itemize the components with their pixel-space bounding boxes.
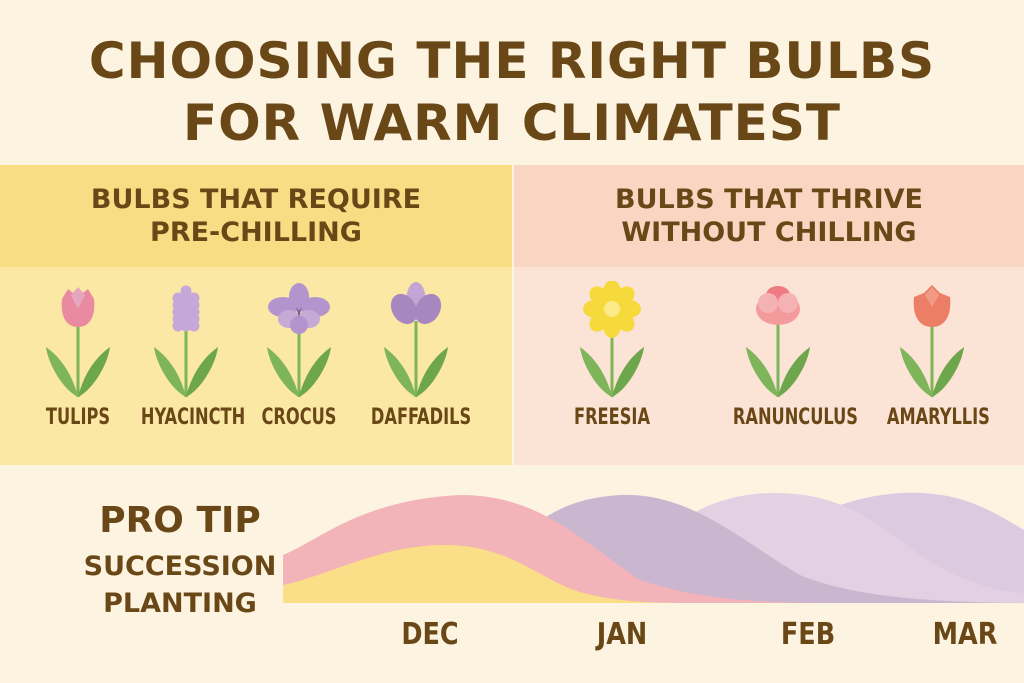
tulip-icon — [23, 281, 133, 401]
month-dec: DEC — [401, 617, 459, 652]
no-chilling-heading: BULBS THAT THRIVE WITHOUT CHILLING — [514, 165, 1024, 267]
flower-item: DAFFADILS — [361, 281, 471, 430]
month-mar: MAR — [932, 617, 998, 652]
pre-chilling-heading: BULBS THAT REQUIRE PRE-CHILLING — [0, 165, 512, 267]
pro-tip-label: PRO TIP — [99, 500, 261, 541]
pre-chilling-flowers: TULIPS HYACINCTH CROCUS DAFFADILS — [0, 267, 512, 465]
pro-tip-line-2: PLANTING — [103, 588, 257, 619]
heading-line-2: PRE-CHILLING — [150, 217, 362, 248]
flower-label: FREESIA — [573, 405, 651, 430]
flower-label: DAFFADILS — [370, 405, 472, 430]
amaryllis-icon — [877, 281, 987, 401]
flower-item: CROCUS — [244, 281, 354, 430]
flower-item: FREESIA — [557, 281, 667, 430]
flower-item: TULIPS — [23, 281, 133, 430]
ranunculus-icon — [723, 281, 833, 401]
freesia-icon — [557, 281, 667, 401]
title-line-2: FOR WARM CLIMATEST — [183, 94, 841, 152]
page-title: CHOOSING THE RIGHT BULBS FOR WARM CLIMAT… — [0, 30, 1024, 154]
flower-label: AMARYLLIS — [886, 405, 990, 430]
flower-item: AMARYLLIS — [877, 281, 990, 430]
flower-label: HYACINCTH — [140, 405, 246, 430]
daffodil-icon — [361, 281, 471, 401]
no-chilling-panel: BULBS THAT THRIVE WITHOUT CHILLING FREES… — [514, 165, 1024, 465]
flower-label: CROCUS — [261, 405, 337, 430]
heading-line-2: WITHOUT CHILLING — [621, 217, 917, 248]
flower-item: HYACINCTH — [131, 281, 246, 430]
flower-label: TULIPS — [45, 405, 111, 430]
crocus-icon — [244, 281, 354, 401]
wave-1 — [283, 545, 700, 603]
no-chilling-flowers: FREESIA RANUNCULUS AMARYLLIS — [514, 267, 1024, 465]
heading-line-1: BULBS THAT THRIVE — [615, 184, 923, 215]
heading-line-1: BULBS THAT REQUIRE — [90, 184, 422, 215]
pro-tip-line-1: SUCCESSION — [83, 551, 277, 582]
pre-chilling-panel: BULBS THAT REQUIRE PRE-CHILLING TULIPS H… — [0, 165, 512, 465]
month-jan: JAN — [596, 617, 648, 652]
title-line-1: CHOOSING THE RIGHT BULBS — [88, 32, 936, 90]
month-feb: FEB — [780, 617, 836, 652]
hyacinth-icon — [131, 281, 241, 401]
